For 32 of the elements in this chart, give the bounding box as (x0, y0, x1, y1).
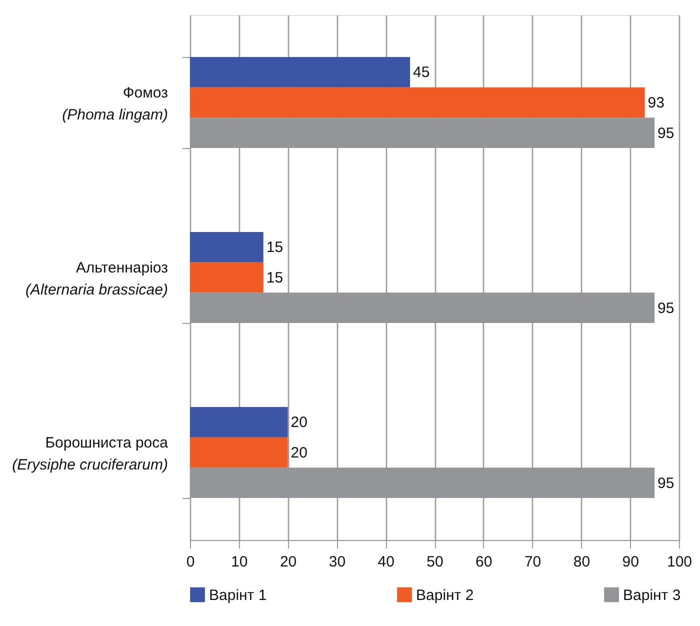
bar (190, 232, 264, 262)
x-tick-label: 100 (666, 554, 692, 570)
data-label: 93 (648, 94, 664, 112)
x-tick-label: 20 (280, 554, 297, 570)
data-label: 95 (658, 474, 674, 492)
category-label: Альтеннаріоз (Alternaria brassicae) (25, 260, 168, 298)
x-tick-label: 10 (231, 554, 248, 570)
bar (190, 87, 645, 118)
legend-label: Варінт 3 (623, 586, 681, 604)
x-tick-label: 90 (622, 554, 639, 570)
bar (190, 407, 288, 438)
category-label: Борошниста роса (Erysiphe cruciferarum) (12, 434, 168, 474)
x-tick-label: 50 (426, 554, 444, 570)
data-label: 95 (658, 300, 674, 317)
x-tick-label: 0 (186, 554, 195, 570)
x-tick-label: 80 (573, 554, 590, 570)
x-tick-label: 70 (524, 554, 542, 570)
bar (190, 57, 410, 88)
x-tick-label: 60 (476, 554, 492, 570)
data-label: 15 (266, 239, 284, 256)
legend-label: Варінт 1 (209, 586, 267, 604)
data-label: 95 (658, 124, 674, 142)
x-tick-label: 40 (378, 554, 394, 570)
legend-label: Варінт 2 (416, 586, 474, 604)
x-tick-label: 30 (328, 554, 346, 570)
data-label: 45 (413, 64, 430, 82)
bar (190, 437, 288, 468)
data-label: 15 (266, 270, 284, 286)
category-label: Фомоз (Phoma lingam) (62, 84, 168, 124)
data-label: 20 (290, 414, 308, 432)
bar (190, 262, 264, 293)
data-label: 20 (290, 444, 308, 462)
